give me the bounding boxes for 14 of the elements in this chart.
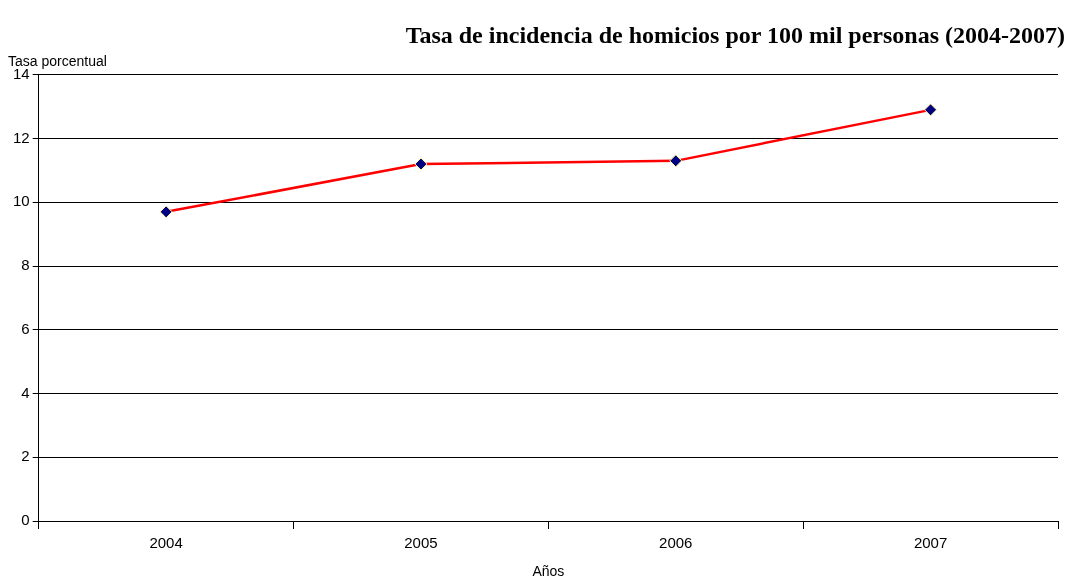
y-tick-label: 12 [13,128,30,146]
x-tick-label: 2006 [659,534,693,552]
y-tick-label: 0 [21,511,30,529]
y-tick-label: 8 [21,256,30,274]
y-tick-label: 6 [21,319,30,337]
x-axis-title: Años [532,562,565,579]
x-tick-label: 2005 [404,534,438,552]
x-tick-label: 2004 [149,534,183,552]
x-tick-label: 2007 [913,534,948,552]
y-axis-title: Tasa porcentual [8,52,107,69]
y-tick-label: 2 [21,447,30,465]
y-tick-label: 4 [21,383,30,401]
y-tick-label: 10 [13,192,30,210]
chart-title: Tasa de incidencia de homicios por 100 mil personas (2004-2007) [405,21,1065,48]
